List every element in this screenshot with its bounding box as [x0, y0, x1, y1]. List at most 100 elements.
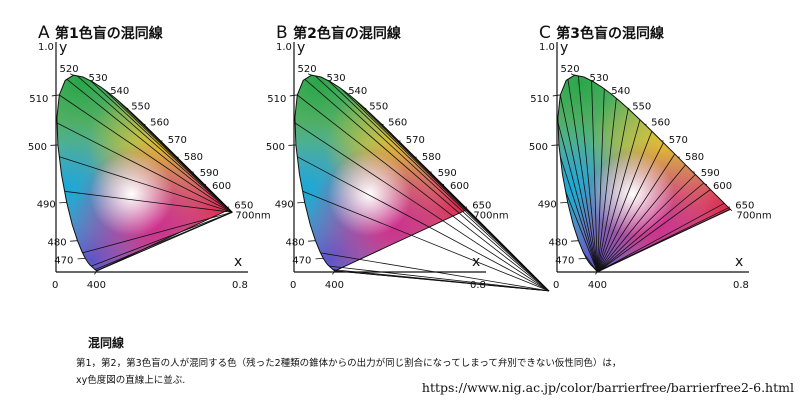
origin-label: 0: [52, 280, 58, 291]
confusion-line: [329, 265, 549, 292]
x-axis-name: x: [234, 254, 242, 270]
wavelength-label-500: 500: [529, 142, 548, 153]
confusion-line: [91, 211, 233, 267]
x-axis-name: x: [472, 254, 480, 270]
confusion-line: [302, 190, 550, 292]
wavelength-tick: [308, 240, 316, 242]
wavelength-label-600: 600: [713, 181, 732, 192]
diagram-title-text: 第3色盲の混同線: [556, 25, 664, 42]
wavelength-label-580: 580: [184, 152, 203, 163]
wavelength-tick: [551, 144, 559, 146]
y-axis-max-label: 1.0: [539, 42, 555, 53]
wavelength-tick: [332, 270, 336, 275]
wavelength-tick: [627, 107, 630, 109]
gamut-fill: [557, 75, 731, 271]
wavelength-label-470: 470: [555, 255, 574, 266]
confusion-line: [591, 80, 598, 273]
wavelength-tick: [570, 73, 575, 76]
wavelength-tick: [50, 144, 58, 146]
confusion-line: [294, 122, 550, 292]
y-axis-name: y: [297, 40, 305, 56]
diagram-letter: C: [539, 23, 556, 43]
x-axis-max-label: 0.8: [733, 280, 749, 291]
confusion-line: [64, 190, 233, 213]
wavelength-label-500: 500: [28, 142, 47, 153]
wavelength-label-540: 540: [611, 86, 630, 97]
wavelength-label-560: 560: [651, 118, 670, 129]
wavelength-tick: [227, 206, 230, 208]
wavelength-label-570: 570: [168, 135, 187, 146]
wavelength-tick: [728, 206, 731, 208]
confusion-line: [597, 189, 711, 273]
wavelength-label-590: 590: [200, 168, 219, 179]
wavelength-label-590: 590: [438, 168, 457, 179]
wavelength-tick: [229, 209, 232, 212]
wavelength-label-650: 650: [472, 200, 491, 211]
confusion-line: [466, 208, 550, 292]
confusion-line: [597, 119, 641, 273]
wavelength-label-540: 540: [110, 86, 129, 97]
wavelength-label-700: 700nm: [736, 210, 771, 221]
wavelength-label-480: 480: [48, 238, 67, 249]
wavelength-label-570: 570: [669, 135, 688, 146]
caption-line-2: xy色度図の直線上に並ぶ.: [76, 375, 186, 386]
wavelength-label-550: 550: [632, 102, 651, 113]
confusion-line: [77, 75, 233, 213]
wavelength-tick: [297, 201, 305, 204]
wavelength-tick: [571, 240, 579, 242]
wavelength-tick: [704, 183, 708, 185]
spectral-locus: [557, 74, 732, 272]
wavelength-label-500: 500: [266, 142, 285, 153]
y-axis-name: y: [59, 40, 67, 56]
wavelength-label-540: 540: [348, 86, 367, 97]
wavelength-label-480: 480: [286, 238, 305, 249]
confusion-line: [557, 122, 598, 273]
wavelength-tick: [70, 240, 78, 242]
wavelength-label-510: 510: [267, 94, 286, 105]
wavelength-tick: [730, 209, 733, 212]
confusion-line: [565, 191, 598, 273]
wavelength-label-580: 580: [422, 152, 441, 163]
wavelength-label-480: 480: [549, 238, 568, 249]
diagram-c: C 第3色盲の混同線 400 470 480 490 500 510 520 530540550…: [529, 23, 772, 291]
confusion-line: [597, 98, 617, 273]
x-axis-name: x: [735, 254, 743, 270]
wavelength-tick: [77, 257, 86, 260]
axes: 1.0 y 0 0.8 x: [276, 40, 486, 291]
origin-label: 0: [290, 280, 296, 291]
y-axis-max-label: 1.0: [38, 42, 54, 53]
wavelength-label-600: 600: [450, 181, 469, 192]
wavelength-label-490: 490: [37, 199, 56, 210]
wavelength-label-650: 650: [735, 200, 754, 211]
wavelength-label-600: 600: [212, 181, 231, 192]
wavelength-label-550: 550: [369, 102, 388, 113]
diagram-b: B 第2色盲の混同線 400 470 480 490 500 510 520 530540550…: [266, 23, 550, 292]
confusion-line: [597, 153, 676, 273]
wavelength-label-700: 700nm: [473, 210, 508, 221]
confusion-line: [304, 78, 550, 292]
wavelength-label-490: 490: [275, 199, 294, 210]
wavelength-label-530: 530: [590, 73, 609, 84]
gamut-fill: [56, 75, 230, 271]
diagram-a: A 第1色盲の混同線 400 470 480 490 500 510 520 530540550…: [28, 23, 271, 291]
wavelength-label-570: 570: [406, 135, 425, 146]
diagram-title-text: 第2色盲の混同線: [293, 25, 401, 42]
x-axis-max-label: 0.8: [232, 280, 248, 291]
wavelength-tick: [364, 107, 367, 109]
confusion-line: [297, 156, 550, 292]
wavelength-tick: [94, 270, 98, 275]
caption-line-1: 第1，第2，第3色盲の人が混同する色（残った2種類の錐体からの出力が同じ割合にな…: [76, 358, 622, 369]
wavelength-tick: [465, 206, 468, 208]
confusion-line: [597, 164, 686, 273]
wavelength-label-490: 490: [538, 199, 557, 210]
diagram-title: B 第2色盲の混同線: [276, 23, 401, 43]
wavelength-tick: [560, 201, 568, 204]
wavelength-tick: [307, 73, 312, 76]
wavelength-tick: [143, 123, 146, 125]
axes: 1.0 y 0 0.8 x: [539, 40, 749, 291]
wavelength-label-530: 530: [89, 73, 108, 84]
confusion-line: [94, 211, 233, 270]
wavelength-label-470: 470: [292, 255, 311, 266]
confusion-line: [597, 131, 653, 273]
